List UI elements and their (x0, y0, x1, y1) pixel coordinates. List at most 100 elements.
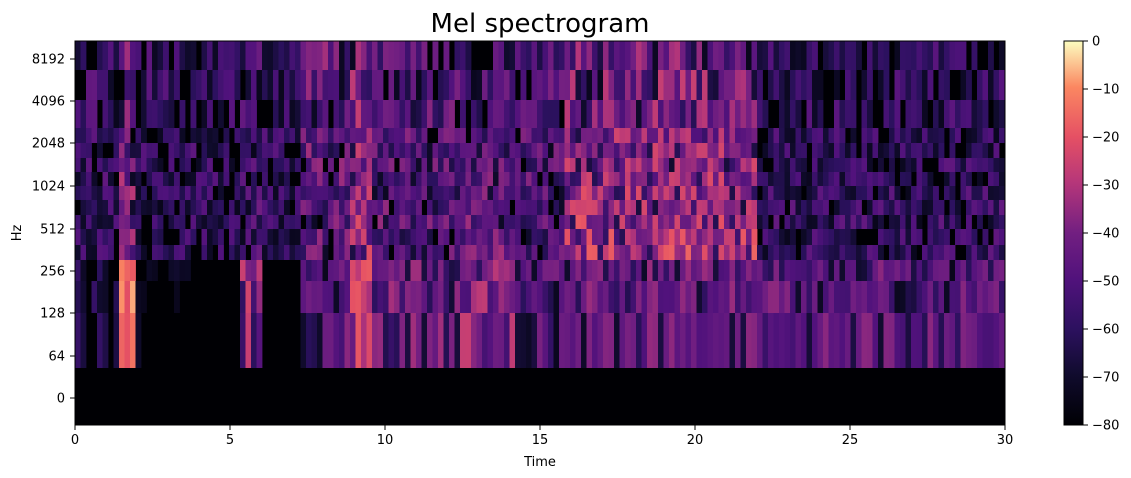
spectrogram-cell (806, 70, 813, 100)
spectrogram-cell (339, 281, 345, 313)
spectrogram-cell (432, 245, 439, 260)
spectrogram-cell (641, 215, 648, 229)
spectrogram-cell (614, 172, 620, 186)
spectrogram-cell (636, 100, 642, 128)
spectrogram-cell (498, 200, 505, 215)
spectrogram-cell (245, 41, 252, 70)
spectrogram-cell (399, 172, 406, 186)
spectrogram-cell (91, 200, 98, 215)
spectrogram-cell (75, 215, 81, 229)
spectrogram-cell (570, 186, 576, 200)
spectrogram-cell (713, 313, 719, 368)
spectrogram-cell (537, 186, 543, 200)
spectrogram-cell (438, 100, 444, 128)
spectrogram-cell (790, 200, 796, 215)
spectrogram-cell (960, 158, 967, 172)
spectrogram-cell (971, 313, 978, 368)
spectrogram-cell (691, 172, 697, 186)
spectrogram-cell (179, 229, 186, 245)
spectrogram-cell (548, 281, 554, 313)
spectrogram-cell (911, 41, 917, 70)
spectrogram-cell (102, 158, 109, 172)
spectrogram-cell (834, 186, 840, 200)
spectrogram-cell (993, 281, 1000, 313)
spectrogram-cell (949, 158, 956, 172)
spectrogram-cell (394, 186, 400, 200)
spectrogram-cell (570, 172, 576, 186)
spectrogram-cell (300, 41, 307, 70)
spectrogram-cell (823, 143, 829, 158)
spectrogram-cell (174, 281, 180, 313)
spectrogram-cell (460, 313, 466, 368)
spectrogram-cell (542, 281, 549, 313)
spectrogram-cell (361, 260, 367, 281)
spectrogram-cell (487, 215, 494, 229)
spectrogram-cell (641, 260, 648, 281)
spectrogram-cell (416, 186, 422, 200)
spectrogram-cell (207, 172, 213, 186)
spectrogram-cell (240, 281, 246, 313)
spectrogram-cell (740, 313, 747, 368)
spectrogram-cell (196, 158, 202, 172)
spectrogram-cell (520, 186, 527, 200)
spectrogram-cell (372, 200, 378, 215)
spectrogram-cell (691, 143, 697, 158)
spectrogram-cell (570, 41, 576, 70)
spectrogram-cell (608, 70, 615, 100)
spectrogram-cell (999, 158, 1005, 172)
spectrogram-cell (168, 128, 175, 143)
spectrogram-cell (509, 70, 516, 100)
colorbar-tick-label: −10 (1092, 83, 1119, 98)
spectrogram-cell (922, 313, 928, 368)
spectrogram-cell (779, 143, 785, 158)
colorbar-axis: 0−10−20−30−40−50−60−70−80 (1083, 35, 1119, 434)
spectrogram-cell (284, 128, 290, 143)
spectrogram-cell (581, 229, 587, 245)
spectrogram-cell (113, 158, 120, 172)
spectrogram-cell (938, 158, 945, 172)
spectrogram-cell (229, 41, 235, 70)
spectrogram-cell (361, 186, 367, 200)
spectrogram-cell (234, 245, 241, 260)
spectrogram-cell (311, 281, 318, 313)
spectrogram-cell (504, 260, 510, 281)
spectrogram-cell (553, 158, 560, 172)
spectrogram-cell (394, 172, 400, 186)
spectrogram-cell (999, 245, 1005, 260)
spectrogram-cell (757, 172, 763, 186)
spectrogram-cell (86, 229, 92, 245)
spectrogram-cell (542, 313, 549, 368)
spectrogram-cell (575, 128, 582, 143)
spectrogram-cell (295, 41, 301, 70)
spectrogram-cell (916, 41, 923, 70)
spectrogram-cell (350, 200, 356, 215)
spectrogram-cell (856, 200, 862, 215)
spectrogram-cell (449, 100, 455, 128)
spectrogram-cell (905, 200, 912, 215)
spectrogram-cell (861, 313, 868, 368)
spectrogram-cell (625, 128, 631, 143)
spectrogram-cell (850, 128, 857, 143)
spectrogram-cell (570, 143, 576, 158)
spectrogram-cell (762, 313, 769, 368)
spectrogram-cell (900, 215, 906, 229)
spectrogram-cell (630, 143, 637, 158)
spectrogram-cell (168, 100, 175, 128)
spectrogram-cell (603, 158, 609, 172)
spectrogram-cell (757, 70, 763, 100)
spectrogram-cell (586, 172, 593, 186)
spectrogram-cell (86, 128, 92, 143)
spectrogram-cell (993, 100, 1000, 128)
spectrogram-cell (894, 128, 901, 143)
spectrogram-cell (740, 128, 747, 143)
spectrogram-cell (311, 143, 318, 158)
spectrogram-cell (619, 143, 626, 158)
spectrogram-cell (179, 158, 186, 172)
spectrogram-cell (317, 200, 323, 215)
spectrogram-cell (152, 215, 158, 229)
spectrogram-cell (779, 128, 785, 143)
spectrogram-cell (867, 260, 873, 281)
spectrogram-cell (828, 215, 835, 229)
spectrogram-cell (845, 186, 851, 200)
spectrogram-cell (405, 100, 411, 128)
